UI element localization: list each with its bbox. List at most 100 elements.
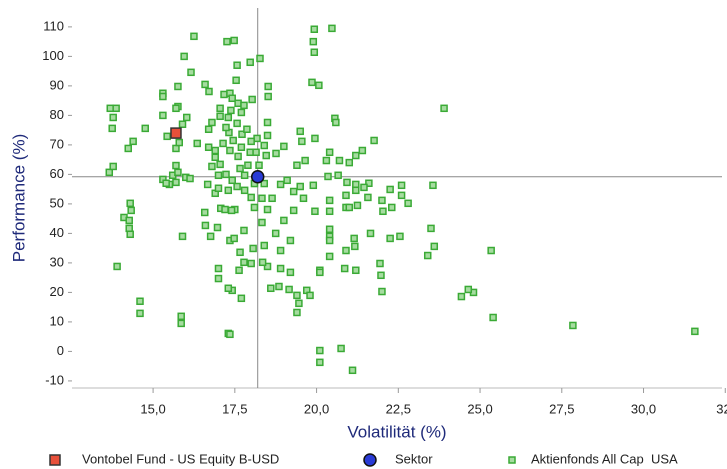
point <box>230 234 238 243</box>
point <box>219 139 227 148</box>
point <box>222 170 230 179</box>
point <box>370 136 378 145</box>
point <box>309 37 318 46</box>
point <box>388 203 396 212</box>
point <box>311 134 319 143</box>
point <box>364 193 372 202</box>
point <box>397 191 406 200</box>
point <box>141 124 149 133</box>
y-tick-label: 110 <box>43 18 64 33</box>
point <box>214 184 223 193</box>
point <box>233 61 241 69</box>
point <box>332 118 340 127</box>
point <box>108 124 116 133</box>
point <box>423 251 432 260</box>
point <box>216 112 224 121</box>
point <box>263 118 272 127</box>
point <box>255 161 263 170</box>
point <box>286 268 295 277</box>
point <box>162 179 170 187</box>
point <box>172 104 180 113</box>
point <box>295 299 303 308</box>
point <box>214 274 223 283</box>
point <box>260 179 269 188</box>
point <box>124 144 132 153</box>
point <box>233 182 241 191</box>
point <box>201 80 209 89</box>
point <box>335 156 344 165</box>
point <box>203 180 212 189</box>
point <box>286 236 295 245</box>
x-tick-label: 17,5 <box>222 401 247 416</box>
point <box>309 181 318 190</box>
point <box>252 148 260 157</box>
point <box>440 104 448 113</box>
point <box>238 130 246 139</box>
legend-marker <box>508 456 516 464</box>
point <box>208 118 216 127</box>
point <box>276 246 285 255</box>
point <box>172 178 180 187</box>
point <box>170 127 182 139</box>
point <box>325 236 334 245</box>
point <box>285 285 293 294</box>
point <box>183 113 191 122</box>
point <box>136 309 144 318</box>
point <box>136 297 144 306</box>
point <box>234 152 242 161</box>
point <box>260 141 269 150</box>
point <box>299 194 308 203</box>
point <box>235 266 243 275</box>
point <box>337 344 345 353</box>
point <box>256 54 264 63</box>
point <box>342 191 350 200</box>
point <box>227 106 235 115</box>
point <box>177 312 185 321</box>
point <box>187 68 195 77</box>
point <box>264 82 272 91</box>
point <box>351 242 359 251</box>
point <box>200 208 209 217</box>
point <box>365 179 373 187</box>
point <box>325 252 334 261</box>
point <box>177 319 185 328</box>
point <box>342 246 350 255</box>
point <box>223 37 231 46</box>
point <box>293 308 301 317</box>
point <box>178 232 187 241</box>
point <box>204 143 213 152</box>
x-tick-label: 30,0 <box>631 401 656 416</box>
point <box>244 161 252 170</box>
point <box>275 282 283 291</box>
point <box>324 172 332 181</box>
point <box>487 246 495 255</box>
point <box>206 232 215 241</box>
y-tick-label: -10 <box>45 372 64 387</box>
y-axis-title: Performance (%) <box>9 134 28 262</box>
point <box>113 262 121 271</box>
point <box>226 330 234 339</box>
point <box>240 258 248 267</box>
point <box>377 271 385 280</box>
point <box>345 158 354 167</box>
point <box>247 193 255 202</box>
point <box>276 264 285 273</box>
point <box>201 221 210 230</box>
point <box>193 139 201 148</box>
y-tick-label: 0 <box>57 343 64 358</box>
point <box>186 174 194 183</box>
point <box>159 111 167 120</box>
point <box>247 137 255 146</box>
legend-marker <box>363 453 377 467</box>
point <box>358 146 367 155</box>
point <box>246 148 254 157</box>
point <box>127 206 135 215</box>
point <box>172 144 180 153</box>
point <box>316 358 324 367</box>
point <box>228 176 236 185</box>
point <box>163 132 171 141</box>
point <box>352 151 360 160</box>
point <box>457 292 466 301</box>
point <box>310 48 319 57</box>
point <box>348 366 357 375</box>
